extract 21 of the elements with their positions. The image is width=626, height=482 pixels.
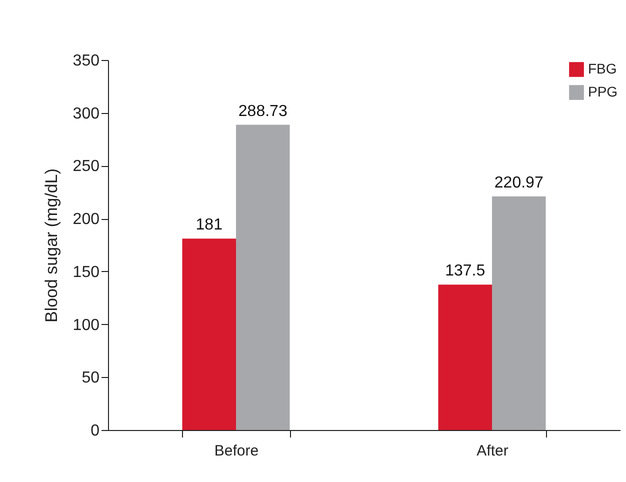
y-tick-label: 200 [72,211,100,228]
bar [236,124,290,430]
y-tick-label: 250 [72,158,100,176]
bar [182,238,236,430]
data-label: 288.73 [238,102,288,120]
bar [438,284,492,430]
x-tick-label: Before [214,442,259,460]
y-tick-label: 100 [72,316,100,334]
data-label: 137.5 [445,262,486,280]
y-tick-label: 50 [82,370,100,387]
y-tick-label: 350 [72,52,100,70]
legend-label: PPG [588,84,618,100]
y-tick-label: 150 [72,264,100,281]
bar [492,196,546,430]
data-label: 220.97 [494,174,544,192]
data-label: 181 [196,216,223,234]
y-tick-label: 300 [72,105,100,122]
legend-label: FBG [588,60,617,76]
y-axis-title: Blood sugar (mg/dL) [42,168,61,323]
x-tick-label: After [476,442,508,460]
y-tick-label: 0 [90,422,100,440]
